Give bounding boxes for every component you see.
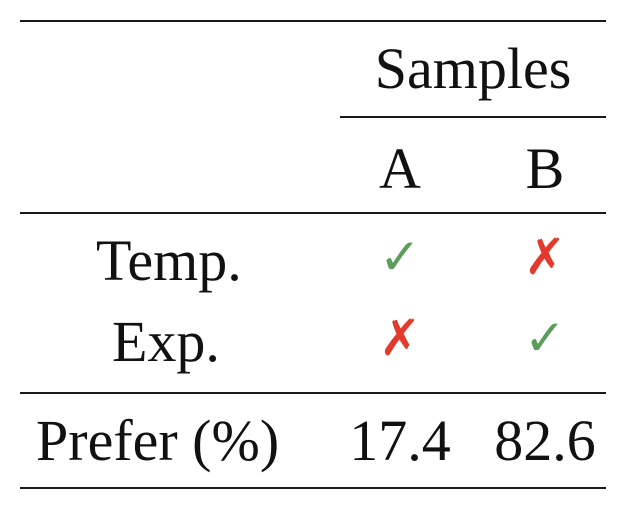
row-label-temp: Temp. [96,228,242,293]
group-header-samples: Samples [374,36,572,101]
cross-icon: ✗ [524,228,566,286]
prefer-value-a: 17.4 [349,408,451,473]
header-rule [20,212,606,214]
check-icon: ✓ [379,228,421,286]
prefer-value-b: 82.6 [494,408,596,473]
top-rule [20,20,606,22]
row-label-prefer: Prefer (%) [36,408,280,473]
bottom-rule [20,487,606,489]
check-icon: ✓ [524,309,566,367]
group-header-rule [340,116,606,118]
cross-icon: ✗ [379,309,421,367]
column-header-a: A [379,136,421,201]
column-header-b: B [525,136,565,201]
row-label-exp: Exp. [112,309,220,374]
summary-rule [20,392,606,394]
